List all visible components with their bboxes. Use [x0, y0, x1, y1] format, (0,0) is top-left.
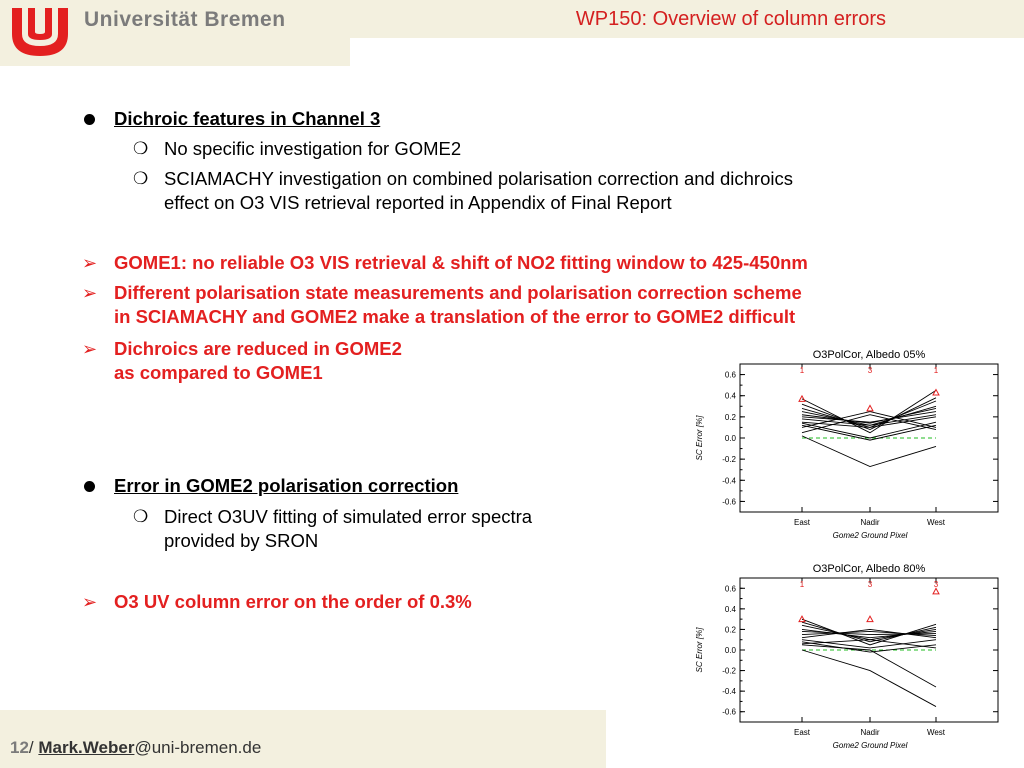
series-line — [801, 618, 937, 646]
series-line — [801, 414, 937, 426]
triangle-marker — [866, 615, 874, 623]
chart-albedo-80: O3PolCor, Albedo 80% 0.6 0.4 0.2 0.0 -0.2 -0.4… — [680, 556, 1010, 760]
footer-separator: / — [28, 738, 39, 757]
sub-bullet-sciamachy-2: effect on O3 VIS retrieval reported in A… — [164, 192, 672, 213]
arrow-bullet-polarisation-1: Different polarisation state measurement… — [114, 282, 802, 303]
y-tick-label: 0.0 — [725, 434, 737, 443]
university-logo-icon — [8, 4, 72, 58]
chart-albedo-05: O3PolCor, Albedo 05% 0.6 0.4 0.2 0.0 -0.2 -0.4… — [680, 342, 1010, 550]
triangle-marker — [932, 388, 940, 396]
series-line — [801, 628, 937, 639]
sub-bullet-o3uv-1: Direct O3UV fitting of simulated error s… — [164, 506, 533, 527]
x-axis-label: Gome2 Ground Pixel — [833, 531, 908, 540]
triangle-marker — [798, 394, 806, 402]
ring-bullet-icon: ❍ — [133, 507, 149, 526]
y-tick-label: 0.2 — [725, 413, 737, 422]
top-count-label: 3 — [868, 580, 873, 589]
y-tick-label: 0.6 — [725, 371, 737, 380]
sub-bullet-sciamachy-1: SCIAMACHY investigation on combined pola… — [164, 168, 793, 189]
sub-bullet-gome2: No specific investigation for GOME2 — [164, 138, 462, 159]
y-axis-label: SC Error [%] — [695, 415, 704, 461]
y-tick-label: 0.2 — [725, 625, 737, 634]
series-line — [801, 411, 937, 423]
x-category-label: Nadir — [860, 518, 879, 527]
arrow-bullet-dichroics-2: as compared to GOME1 — [114, 362, 323, 383]
logo-area: Universität Bremen — [0, 0, 350, 66]
university-name: Universität Bremen — [84, 8, 286, 31]
arrow-bullet-icon: ➢ — [82, 592, 98, 612]
arrow-bullet-icon: ➢ — [82, 253, 98, 273]
y-tick-label: -0.4 — [722, 476, 736, 485]
y-tick-label: 0.4 — [725, 605, 737, 614]
y-tick-label: 0.6 — [725, 584, 737, 593]
x-category-label: West — [927, 518, 946, 527]
x-category-label: East — [794, 728, 811, 737]
y-tick-label: 0.0 — [725, 646, 737, 655]
series-line — [801, 407, 937, 424]
arrow-bullet-icon: ➢ — [82, 339, 98, 359]
arrow-bullet-polarisation-2: in SCIAMACHY and GOME2 make a translatio… — [114, 306, 796, 327]
ring-bullet-icon: ❍ — [133, 169, 149, 188]
footer-band — [0, 710, 606, 768]
y-tick-label: -0.6 — [722, 708, 736, 717]
top-count-label: 3 — [934, 580, 939, 589]
y-axis-label: SC Error [%] — [695, 627, 704, 673]
series-line — [801, 397, 937, 431]
y-tick-label: -0.6 — [722, 497, 736, 506]
y-tick-label: 0.4 — [725, 392, 737, 401]
top-count-label: 3 — [868, 366, 873, 375]
author-domain: @uni-bremen.de — [134, 738, 262, 757]
series-line — [801, 416, 937, 428]
bullet-dot-1 — [84, 114, 95, 125]
arrow-bullet-dichroics-1: Dichroics are reduced in GOME2 — [114, 338, 402, 359]
x-category-label: East — [794, 518, 811, 527]
y-tick-label: -0.2 — [722, 455, 736, 464]
series-line — [801, 639, 937, 649]
y-tick-label: -0.2 — [722, 667, 736, 676]
top-count-label: 1 — [800, 366, 805, 375]
triangle-marker — [932, 587, 940, 595]
page-number: 12 — [10, 738, 29, 757]
author-name-link[interactable]: Mark.Weber — [38, 738, 135, 757]
chart-title: O3PolCor, Albedo 05% — [813, 349, 926, 361]
x-category-label: Nadir — [860, 728, 879, 737]
chart-title: O3PolCor, Albedo 80% — [813, 563, 926, 575]
y-tick-label: -0.4 — [722, 687, 736, 696]
top-count-label: 1 — [934, 366, 939, 375]
bullet-heading-dichroic: Dichroic features in Channel 3 — [114, 108, 381, 129]
slide-title: WP150: Overview of column errors — [575, 8, 886, 30]
x-category-label: West — [927, 728, 946, 737]
x-axis-label: Gome2 Ground Pixel — [833, 741, 908, 750]
series-line — [801, 424, 937, 441]
series-line — [801, 411, 937, 428]
top-count-label: 1 — [800, 580, 805, 589]
arrow-bullet-icon: ➢ — [82, 283, 98, 303]
arrow-bullet-gome1: GOME1: no reliable O3 VIS retrieval & sh… — [114, 252, 808, 273]
triangle-marker — [798, 615, 806, 623]
series-line — [801, 644, 937, 688]
footer: 12/ Mark.Weber@uni-bremen.de — [10, 738, 261, 758]
bullet-dot-2 — [84, 481, 95, 492]
triangle-marker — [866, 404, 874, 412]
series-line — [801, 435, 937, 468]
series-line — [801, 390, 937, 434]
series-line — [801, 631, 937, 637]
sub-bullet-o3uv-2: provided by SRON — [164, 530, 319, 551]
series-line — [801, 421, 937, 439]
arrow-bullet-o3uv-error: O3 UV column error on the order of 0.3% — [114, 591, 472, 612]
bullet-heading-polcor: Error in GOME2 polarisation correction — [114, 475, 459, 496]
series-line — [801, 621, 937, 643]
ring-bullet-icon: ❍ — [133, 139, 149, 158]
series-line — [801, 649, 937, 707]
series-line — [801, 414, 937, 434]
series-line — [801, 641, 937, 653]
